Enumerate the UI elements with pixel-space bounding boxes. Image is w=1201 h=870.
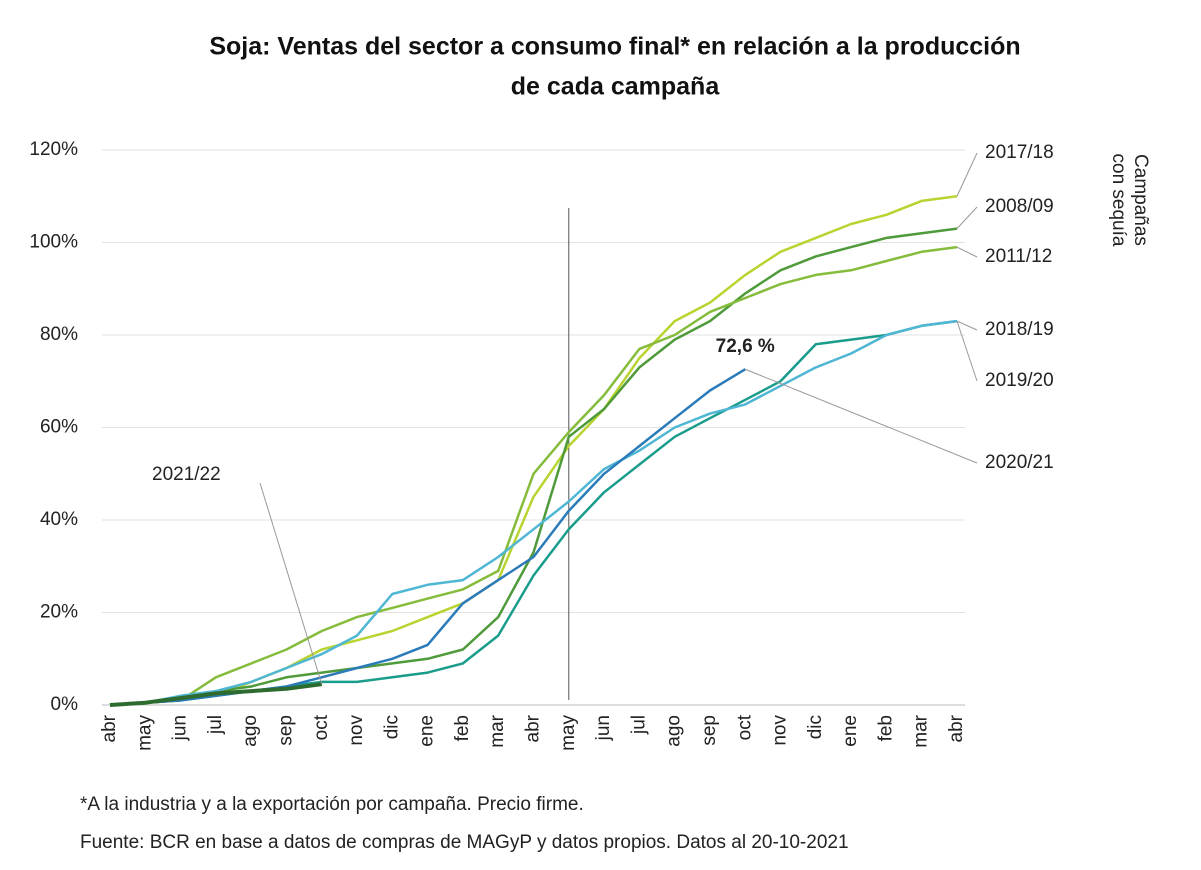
x-tick-label: nov xyxy=(346,715,367,746)
footnote: *A la industria y a la exportación por c… xyxy=(80,794,584,815)
y-tick-label: 120% xyxy=(29,139,78,160)
x-tick-label: abr xyxy=(99,714,120,742)
x-tick-label: dic xyxy=(805,715,826,739)
series-label: 2021/22 xyxy=(152,464,221,485)
y-tick-label: 20% xyxy=(40,602,78,623)
series-label: 2008/09 xyxy=(985,196,1054,217)
x-tick-label: dic xyxy=(381,715,402,739)
footnote: Fuente: BCR en base a datos de compras d… xyxy=(80,832,849,853)
x-tick-label: jul xyxy=(628,715,649,735)
x-tick-label: jun xyxy=(593,715,614,741)
x-tick-label: jun xyxy=(170,715,191,741)
x-tick-label: abr xyxy=(523,714,544,742)
x-tick-label: feb xyxy=(875,715,896,741)
side-note: Campañas xyxy=(1130,154,1151,246)
leader-line xyxy=(745,368,978,464)
leader-line xyxy=(956,320,978,382)
series-line xyxy=(109,227,958,707)
y-tick-label: 80% xyxy=(40,324,78,345)
x-tick-label: mar xyxy=(487,714,508,747)
series-label: 2017/18 xyxy=(985,142,1054,163)
series-line xyxy=(109,682,323,707)
x-tick-label: ene xyxy=(840,715,861,747)
series-line xyxy=(109,319,958,707)
x-tick-label: may xyxy=(134,715,155,751)
x-tick-label: ene xyxy=(417,715,438,747)
y-tick-label: 40% xyxy=(40,509,78,530)
series-line xyxy=(109,319,958,707)
chart-title: Soja: Ventas del sector a consumo final*… xyxy=(209,33,1020,61)
x-tick-label: mar xyxy=(911,714,932,747)
x-tick-label: feb xyxy=(452,715,473,741)
x-tick-label: nov xyxy=(770,715,791,746)
x-tick-label: ago xyxy=(240,715,261,747)
x-tick-label: sep xyxy=(275,715,296,746)
chart-title: de cada campaña xyxy=(511,73,721,101)
side-note: con sequía xyxy=(1108,154,1129,247)
x-tick-label: sep xyxy=(699,715,720,746)
leader-line xyxy=(259,482,323,685)
x-tick-label: oct xyxy=(734,714,755,740)
leader-line xyxy=(956,206,978,229)
series-label: 2020/21 xyxy=(985,452,1054,473)
leader-line xyxy=(956,320,978,331)
x-tick-label: jul xyxy=(205,715,226,735)
leader-line xyxy=(956,246,978,258)
leader-line xyxy=(956,152,978,197)
x-tick-label: abr xyxy=(946,714,967,742)
y-tick-label: 100% xyxy=(29,232,78,253)
x-tick-label: ago xyxy=(664,715,685,747)
data-label: 72,6 % xyxy=(716,336,775,357)
y-tick-label: 0% xyxy=(51,694,79,715)
y-tick-label: 60% xyxy=(40,417,78,438)
series-line xyxy=(109,245,958,707)
x-tick-label: oct xyxy=(311,714,332,740)
series-label: 2011/12 xyxy=(985,246,1052,267)
x-tick-label: may xyxy=(558,715,579,751)
series-label: 2018/19 xyxy=(985,319,1054,340)
series-label: 2019/20 xyxy=(985,370,1054,391)
series-line xyxy=(109,368,746,707)
